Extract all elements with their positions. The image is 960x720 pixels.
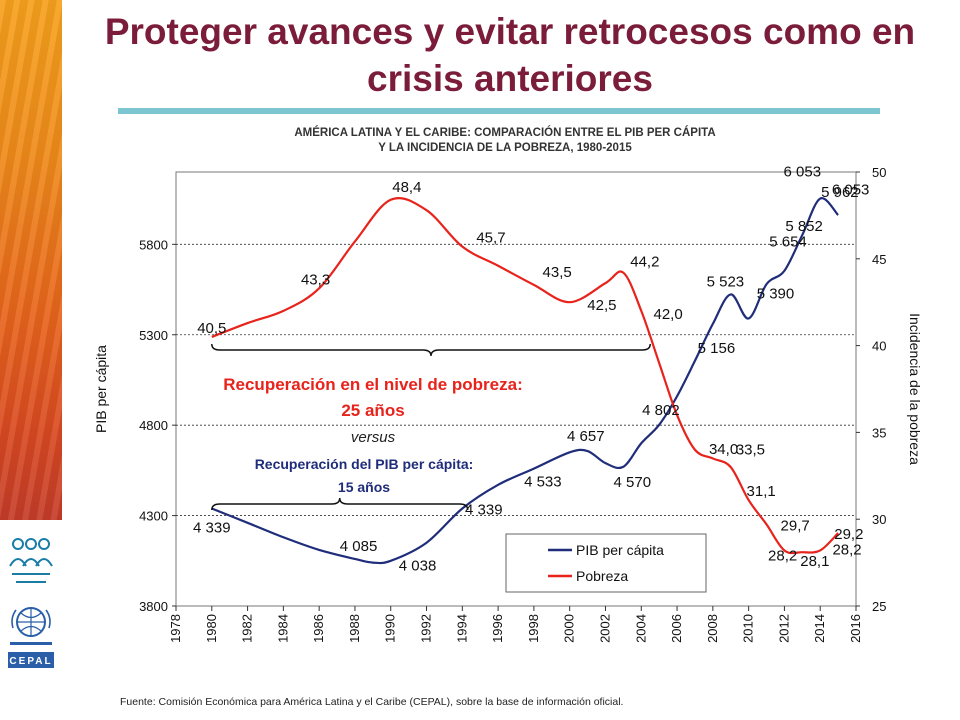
data-label: 4 085 xyxy=(340,538,378,555)
data-label: 45,7 xyxy=(476,230,505,247)
series-line-pib xyxy=(211,197,839,565)
x-tick-label: 2006 xyxy=(669,614,684,643)
pib-recovery-label: Recuperación del PIB per cápita: xyxy=(255,456,474,472)
x-tick-label: 2010 xyxy=(741,614,756,643)
x-tick-label: 2016 xyxy=(848,614,863,643)
data-label: 29,2 xyxy=(834,526,863,543)
x-tick-label: 2014 xyxy=(812,614,827,643)
pobreza-recovery-years: 25 años xyxy=(341,401,404,420)
cepal-logo-icon: CEPAL xyxy=(8,607,54,668)
data-label: 43,3 xyxy=(301,271,330,288)
legend-label: PIB per cápita xyxy=(576,542,664,558)
data-label: 42,0 xyxy=(654,306,683,323)
legend-label: Pobreza xyxy=(576,568,628,584)
y2-axis-title: Incidencia de la pobreza xyxy=(907,313,923,465)
data-label: 43,5 xyxy=(543,264,572,281)
data-label: 4 570 xyxy=(614,474,652,491)
source-text: : Comisión Económica para América Latina… xyxy=(152,696,624,708)
chart-title-line-2: Y LA INCIDENCIA DE LA POBREZA, 1980-2015 xyxy=(378,142,632,154)
y2-tick-label: 25 xyxy=(872,599,886,614)
data-label: 5 962 xyxy=(821,184,859,201)
x-tick-label: 1990 xyxy=(383,614,398,643)
y2-tick-label: 50 xyxy=(872,165,886,180)
x-tick-label: 1986 xyxy=(311,614,326,643)
x-tick-label: 1994 xyxy=(454,614,469,643)
dual-axis-line-chart: 3800 4300 4800 5300 5800 25 30 35 40 45 50 1978 1980… xyxy=(93,164,923,643)
x-tick-label: 2004 xyxy=(633,614,648,643)
people-network-icon xyxy=(9,538,53,583)
title-line-2: crisis anteriores xyxy=(367,58,653,99)
y2-tick-label: 45 xyxy=(872,252,886,267)
data-label: 48,4 xyxy=(392,179,421,196)
x-tick-label: 1998 xyxy=(526,614,541,643)
data-label: 5 390 xyxy=(757,285,795,302)
pib-recovery-brace xyxy=(211,497,469,511)
data-label: 4 657 xyxy=(567,428,605,445)
x-tick-label: 1980 xyxy=(204,614,219,643)
data-label: 40,5 xyxy=(197,320,226,337)
data-label: 44,2 xyxy=(630,254,659,271)
y-tick-label: 5300 xyxy=(139,328,168,343)
y-tick-label: 5800 xyxy=(139,237,168,252)
data-label: 6 053 xyxy=(784,164,822,181)
data-label: 4 038 xyxy=(399,558,437,575)
data-label: 5 852 xyxy=(785,218,823,235)
title-line-1: Proteger avances y evitar retrocesos com… xyxy=(104,11,916,52)
svg-text:CEPAL: CEPAL xyxy=(9,656,52,667)
x-tick-label: 2008 xyxy=(705,614,720,643)
x-tick-label: 1984 xyxy=(275,614,290,643)
data-label: 34,0 xyxy=(709,441,738,458)
x-tick-label: 2012 xyxy=(776,614,791,643)
x-tick-label: 1978 xyxy=(168,614,183,643)
page-title: Proteger avances y evitar retrocesos com… xyxy=(70,8,950,102)
x-tick-label: 1988 xyxy=(347,614,362,643)
y2-tick-label: 40 xyxy=(872,339,886,354)
data-label: 5 156 xyxy=(698,340,736,357)
pobreza-recovery-label: Recuperación en el nivel de pobreza: xyxy=(223,375,522,394)
data-label: 4 533 xyxy=(524,474,562,491)
data-label: 28,1 xyxy=(800,553,829,570)
plot-area xyxy=(175,171,857,607)
x-tick-label: 1992 xyxy=(419,614,434,643)
y2-tick-label: 35 xyxy=(872,425,886,440)
data-label: 28,2 xyxy=(768,547,797,564)
y-tick-label: 4300 xyxy=(139,509,168,524)
y-axis-title: PIB per cápita xyxy=(93,345,109,433)
x-tick-label: 2000 xyxy=(562,614,577,643)
pib-recovery-years: 15 años xyxy=(338,479,390,495)
y2-tick-label: 30 xyxy=(872,512,886,527)
x-tick-label: 2002 xyxy=(597,614,612,643)
data-label: 29,7 xyxy=(781,517,810,534)
data-label: 6 053 xyxy=(832,182,870,199)
data-label: 4 339 xyxy=(193,520,231,537)
chart-title: AMÉRICA LATINA Y EL CARIBE: COMPARACIÓN … xyxy=(150,126,860,156)
versus-label: versus xyxy=(351,429,396,446)
pobreza-recovery-brace xyxy=(211,343,651,357)
y-tick-label: 3800 xyxy=(139,599,168,614)
x-tick-label: 1996 xyxy=(490,614,505,643)
series-line-pobreza xyxy=(211,197,839,555)
chart-title-line-1: AMÉRICA LATINA Y EL CARIBE: COMPARACIÓN … xyxy=(294,127,716,139)
data-label: 42,5 xyxy=(587,297,616,314)
source-note: Fuente: Comisión Económica para América … xyxy=(120,696,623,708)
x-tick-label: 1982 xyxy=(240,614,255,643)
y-tick-label: 4800 xyxy=(139,418,168,433)
data-label: 4 802 xyxy=(642,402,680,419)
source-label: Fuente xyxy=(120,696,153,708)
data-label: 28,2 xyxy=(832,541,861,558)
title-underline xyxy=(118,108,880,114)
data-label: 5 523 xyxy=(707,273,745,290)
data-label: 4 339 xyxy=(465,502,503,519)
data-label: 33,5 xyxy=(736,441,765,458)
data-label: 5 654 xyxy=(769,234,807,251)
data-label: 31,1 xyxy=(747,483,776,500)
legend-box xyxy=(505,533,707,593)
